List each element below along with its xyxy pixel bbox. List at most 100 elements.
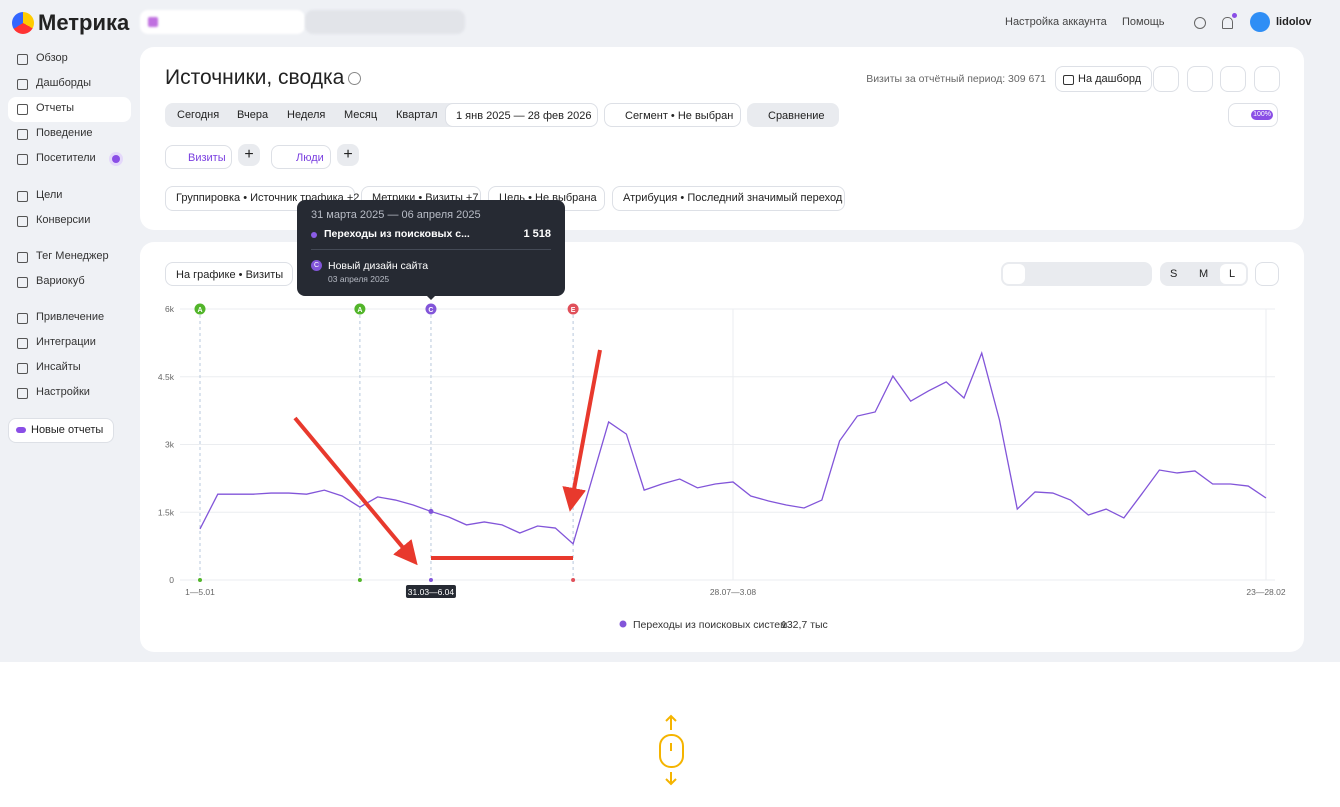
nav-icon [17,129,28,140]
nav-icon [17,54,28,65]
chart-select[interactable]: На графике • Визиты [165,262,293,286]
tab[interactable]: Люди [271,145,331,169]
tooltip-event-date: 03 апреля 2025 [328,274,390,284]
x-tick-label: 1—5.01 [185,587,215,597]
date-range[interactable]: 1 янв 2025 — 28 фев 2026 [445,103,598,127]
annotation-arrows [293,349,602,566]
arrow [562,349,602,512]
compare[interactable]: Сравнение [747,103,839,127]
nav-icon [17,79,28,90]
avatar[interactable] [1250,12,1270,32]
legend-marker [619,620,627,628]
series-line [199,350,1267,546]
period[interactable]: Вчера [237,109,269,121]
tooltip-pointer [425,294,437,306]
annotation-marker [425,303,437,315]
link-button[interactable] [1220,66,1246,92]
nav-item[interactable]: Вариокуб [36,275,85,287]
tooltip-value: 1 518 [523,228,551,240]
nav-item[interactable]: Посетители [36,152,96,164]
period[interactable]: Неделя [287,109,326,121]
tab[interactable]: Визиты [165,145,232,169]
help[interactable]: Помощь [1122,16,1165,28]
period[interactable]: Месяц [344,109,378,121]
export-button[interactable] [1153,66,1179,92]
info-icon[interactable] [348,72,361,85]
more-button[interactable] [1254,66,1280,92]
dot [112,155,120,163]
scroll-icon [659,714,684,786]
settings-button[interactable]: 100% [1228,103,1278,127]
annotation-marker [194,303,206,315]
nav-icon [17,363,28,374]
tooltip-dot [311,232,317,238]
tab-blurred[interactable] [305,10,465,34]
chat-icon[interactable] [1194,17,1206,29]
logo[interactable]: Метрика [38,10,130,35]
filter[interactable]: Атрибуция • Последний значимый переход [612,186,845,211]
nav-item[interactable]: Инсайты [36,361,81,373]
collapse-button[interactable] [1255,262,1279,286]
x-tick-label: 31.03—6.04 [408,587,455,597]
visits-total: Визиты за отчётный период: 309 671 [866,73,1046,85]
y-tick-label: 6k [165,304,175,314]
nav-item[interactable]: Конверсии [36,214,91,226]
badge-dot [1232,13,1237,18]
y-tick-label: 4.5k [158,372,175,382]
nav-item[interactable]: Цели [36,189,63,201]
period[interactable]: Квартал [396,109,438,121]
y-tick-label: 1.5k [158,507,175,517]
annotation-marker [198,578,202,582]
nav-icon [17,388,28,399]
size-option[interactable]: M [1199,268,1209,280]
legend-total: 132,7 тыс [781,619,828,631]
nav-item[interactable]: Дашборды [36,77,91,89]
chart-card [140,242,1304,652]
add-button[interactable]: + [337,144,359,166]
annotation-label: A [197,307,202,314]
x-tick-label: 23—28.02 [1246,587,1285,597]
tab-blurred[interactable] [140,10,305,34]
separator [311,249,551,250]
segment[interactable]: Сегмент • Не выбран [604,103,741,127]
nav-icon [17,104,28,115]
annotation-label: A [357,307,362,314]
annotation-marker [357,578,362,582]
size-option[interactable]: L [1229,268,1236,280]
history-button[interactable] [1187,66,1213,92]
nav-item[interactable]: Отчеты [36,102,75,114]
nav-item[interactable]: Поведение [36,127,93,139]
nav-icon [17,313,28,324]
page-title: Источники, сводка [165,66,345,89]
period[interactable]: Сегодня [177,109,220,121]
nav-icon [17,216,28,227]
tooltip-series: Переходы из поисковых с... [324,228,470,240]
x-label-highlight [405,585,456,598]
bell-icon[interactable] [1222,17,1233,29]
size-group [1160,262,1248,286]
nav-item[interactable]: Настройки [36,386,90,398]
dashboard-button[interactable]: На дашборд [1055,66,1153,92]
nav-item[interactable]: Обзор [36,52,68,64]
account-settings[interactable]: Настройка аккаунта [1005,16,1107,28]
tooltip-badge: C [311,260,322,271]
new-reports[interactable]: Новые отчеты [8,418,115,443]
add-button[interactable]: + [238,144,260,166]
badge: 100% [1251,110,1273,120]
nav-icon [17,191,28,202]
nav-item[interactable]: Привлечение [36,311,105,323]
nav-item[interactable]: Интеграции [36,336,96,348]
annotation-marker [354,303,366,315]
nav-item[interactable]: Тег Менеджер [36,250,109,262]
tooltip: 31 марта 2025 — 06 апреля 2025 Переходы … [297,200,565,300]
annotation-marker [571,578,576,582]
tooltip-event: Новый дизайн сайта [328,260,429,272]
user[interactable]: lidolov [1276,16,1312,28]
nav-icon [17,154,28,165]
chart-type-group[interactable] [1001,262,1152,286]
legend-label: Переходы из поисковых систем [633,619,787,631]
size-option[interactable]: S [1170,268,1178,280]
label: Новые отчеты [31,424,104,436]
logo-icon [12,12,34,34]
